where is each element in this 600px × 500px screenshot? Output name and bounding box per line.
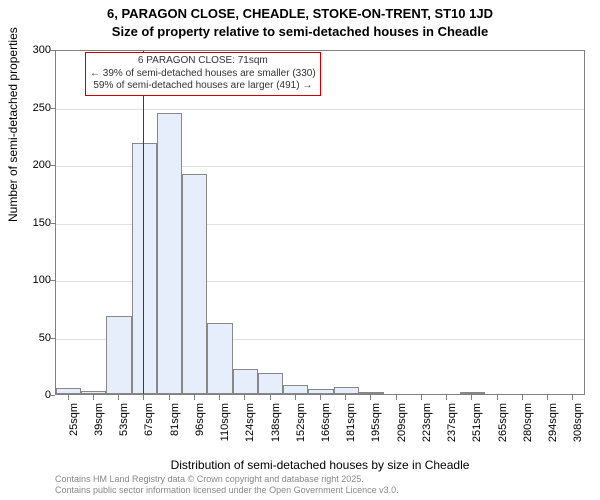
x-tick-label: 195sqm — [370, 403, 382, 453]
y-tick-label: 50 — [11, 332, 51, 344]
x-axis-label: Distribution of semi-detached houses by … — [55, 458, 585, 472]
x-tick-mark — [572, 395, 573, 400]
y-tick-label: 150 — [11, 217, 51, 229]
x-tick-mark — [143, 395, 144, 400]
histogram-bar — [132, 143, 157, 394]
y-tick-label: 0 — [11, 389, 51, 401]
histogram-bar — [233, 369, 258, 394]
footer-attribution: Contains HM Land Registry data © Crown c… — [55, 474, 399, 496]
x-tick-label: 265sqm — [497, 403, 509, 453]
histogram-bar — [283, 385, 308, 394]
y-tick-label: 250 — [11, 102, 51, 114]
x-tick-label: 67sqm — [143, 403, 155, 453]
chart-title-line1: 6, PARAGON CLOSE, CHEADLE, STOKE-ON-TREN… — [0, 6, 600, 21]
y-tick-mark — [50, 108, 55, 109]
annotation-box: 6 PARAGON CLOSE: 71sqm← 39% of semi-deta… — [85, 52, 321, 96]
x-tick-mark — [244, 395, 245, 400]
x-tick-label: 251sqm — [471, 403, 483, 453]
property-marker-line — [143, 51, 144, 394]
histogram-bar — [334, 387, 359, 394]
chart-title-line2: Size of property relative to semi-detach… — [0, 24, 600, 39]
x-tick-mark — [93, 395, 94, 400]
y-tick-mark — [50, 395, 55, 396]
y-tick-mark — [50, 223, 55, 224]
x-tick-mark — [421, 395, 422, 400]
histogram-bar — [106, 316, 131, 394]
x-tick-label: 152sqm — [295, 403, 307, 453]
x-tick-label: 294sqm — [547, 403, 559, 453]
histogram-bar — [157, 113, 182, 394]
y-tick-label: 300 — [11, 44, 51, 56]
x-tick-mark — [471, 395, 472, 400]
x-tick-label: 81sqm — [169, 403, 181, 453]
x-tick-mark — [370, 395, 371, 400]
footer-line2: Contains public sector information licen… — [55, 485, 399, 496]
annotation-line2: ← 39% of semi-detached houses are smalle… — [90, 68, 316, 81]
x-tick-label: 25sqm — [68, 403, 80, 453]
histogram-bar — [308, 389, 333, 394]
grid-line — [56, 109, 584, 110]
x-tick-label: 39sqm — [93, 403, 105, 453]
x-tick-mark — [295, 395, 296, 400]
plot-area — [55, 50, 585, 395]
histogram-bar — [258, 373, 283, 394]
y-tick-mark — [50, 338, 55, 339]
chart-container: 6, PARAGON CLOSE, CHEADLE, STOKE-ON-TREN… — [0, 0, 600, 500]
histogram-bar — [207, 323, 232, 394]
annotation-line3: 59% of semi-detached houses are larger (… — [90, 80, 316, 93]
x-tick-mark — [219, 395, 220, 400]
histogram-bar — [359, 392, 384, 394]
histogram-bar — [81, 391, 106, 394]
x-tick-mark — [320, 395, 321, 400]
x-tick-mark — [345, 395, 346, 400]
x-tick-label: 181sqm — [345, 403, 357, 453]
x-tick-label: 53sqm — [118, 403, 130, 453]
y-axis-label: Number of semi-detached properties — [6, 27, 20, 222]
histogram-bar — [182, 174, 207, 394]
histogram-bar — [460, 392, 485, 394]
x-tick-label: 96sqm — [194, 403, 206, 453]
x-tick-label: 223sqm — [421, 403, 433, 453]
x-tick-label: 124sqm — [244, 403, 256, 453]
y-tick-label: 100 — [11, 274, 51, 286]
y-tick-mark — [50, 50, 55, 51]
x-tick-label: 138sqm — [270, 403, 282, 453]
x-tick-mark — [547, 395, 548, 400]
y-tick-mark — [50, 165, 55, 166]
y-tick-mark — [50, 280, 55, 281]
x-tick-mark — [522, 395, 523, 400]
x-tick-label: 280sqm — [522, 403, 534, 453]
histogram-bar — [56, 388, 81, 394]
x-tick-mark — [446, 395, 447, 400]
x-tick-mark — [169, 395, 170, 400]
annotation-line1: 6 PARAGON CLOSE: 71sqm — [90, 55, 316, 68]
x-tick-mark — [118, 395, 119, 400]
x-tick-label: 166sqm — [320, 403, 332, 453]
x-tick-mark — [270, 395, 271, 400]
x-tick-label: 237sqm — [446, 403, 458, 453]
y-tick-label: 200 — [11, 159, 51, 171]
x-tick-label: 308sqm — [572, 403, 584, 453]
x-tick-mark — [497, 395, 498, 400]
x-tick-mark — [194, 395, 195, 400]
x-tick-mark — [396, 395, 397, 400]
x-tick-label: 209sqm — [396, 403, 408, 453]
x-tick-mark — [68, 395, 69, 400]
x-tick-label: 110sqm — [219, 403, 231, 453]
footer-line1: Contains HM Land Registry data © Crown c… — [55, 474, 399, 485]
